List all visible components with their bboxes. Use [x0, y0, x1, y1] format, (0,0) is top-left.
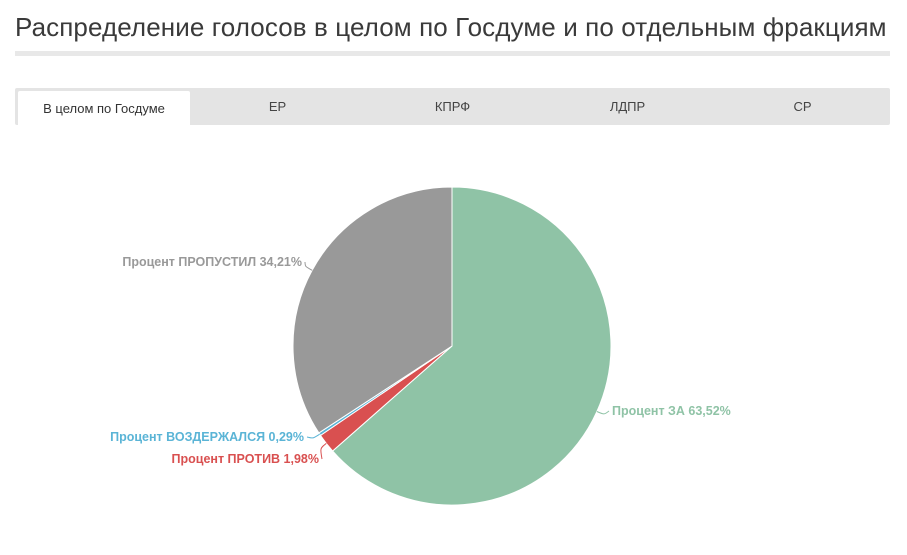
pie-slice-propustil[interactable] [292, 186, 453, 434]
connector-vozderzhalsya [306, 433, 320, 439]
faction-tabs: В целом по Госдуме ЕР КПРФ ЛДПР СР [15, 88, 890, 125]
data-label-vozderzhalsya: Процент ВОЗДЕРЖАЛСЯ 0,29% [110, 430, 304, 444]
title-divider [15, 51, 890, 56]
data-label-za: Процент ЗА 63,52% [612, 404, 731, 418]
data-label-protiv: Процент ПРОТИВ 1,98% [172, 452, 319, 466]
data-label-propustil: Процент ПРОПУСТИЛ 34,21% [122, 255, 302, 269]
pie-slice-za[interactable] [331, 186, 612, 506]
tab-ldpr[interactable]: ЛДПР [609, 99, 646, 114]
connector-propustil [304, 261, 313, 271]
tab-sr[interactable]: СР [793, 99, 812, 114]
tab-er[interactable]: ЕР [268, 99, 287, 114]
tab-kprf[interactable]: КПРФ [434, 99, 471, 114]
page-title: Распределение голосов в целом по Госдуме… [15, 12, 887, 42]
vote-distribution-pie-chart: Процент ЗА 63,52% Процент ПРОТИВ 1,98% Про… [110, 186, 731, 506]
tab-overall[interactable]: В целом по Госдуме [18, 91, 190, 125]
connector-protiv [320, 443, 327, 460]
connector-za [596, 410, 610, 415]
